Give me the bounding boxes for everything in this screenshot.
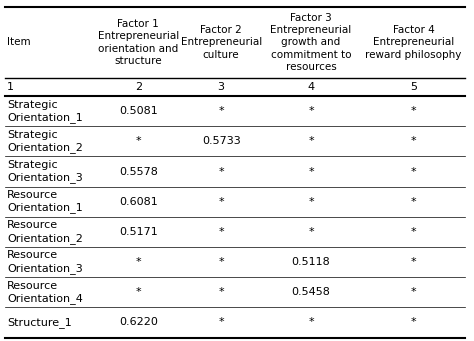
Text: *: * — [308, 197, 314, 207]
Text: 0.6220: 0.6220 — [119, 317, 158, 327]
Text: *: * — [219, 317, 224, 327]
Text: 3: 3 — [218, 82, 225, 92]
Text: *: * — [308, 227, 314, 237]
Text: 2: 2 — [135, 82, 142, 92]
Text: *: * — [410, 106, 416, 116]
Text: *: * — [410, 257, 416, 267]
Text: 5: 5 — [410, 82, 417, 92]
Text: *: * — [219, 167, 224, 177]
Text: 0.5578: 0.5578 — [119, 167, 158, 177]
Text: *: * — [308, 317, 314, 327]
Text: *: * — [136, 136, 141, 146]
Text: 4: 4 — [308, 82, 315, 92]
Text: Resource
Orientation_2: Resource Orientation_2 — [7, 220, 83, 243]
Text: 0.6081: 0.6081 — [119, 197, 158, 207]
Text: Factor 3
Entrepreneurial
growth and
commitment to
resources: Factor 3 Entrepreneurial growth and comm… — [270, 13, 352, 72]
Text: *: * — [410, 136, 416, 146]
Text: *: * — [136, 287, 141, 297]
Text: Factor 4
Entrepreneurial
reward philosophy: Factor 4 Entrepreneurial reward philosop… — [365, 25, 462, 60]
Text: Strategic
Orientation_3: Strategic Orientation_3 — [7, 160, 83, 183]
Text: *: * — [308, 167, 314, 177]
Text: 0.5081: 0.5081 — [119, 106, 158, 116]
Text: Resource
Orientation_3: Resource Orientation_3 — [7, 251, 83, 274]
Text: *: * — [308, 106, 314, 116]
Text: *: * — [219, 106, 224, 116]
Text: 0.5733: 0.5733 — [202, 136, 240, 146]
Text: Strategic
Orientation_2: Strategic Orientation_2 — [7, 130, 83, 153]
Text: Resource
Orientation_1: Resource Orientation_1 — [7, 190, 83, 213]
Text: Structure_1: Structure_1 — [7, 317, 72, 328]
Text: Strategic
Orientation_1: Strategic Orientation_1 — [7, 100, 83, 123]
Text: *: * — [219, 227, 224, 237]
Text: *: * — [410, 317, 416, 327]
Text: *: * — [410, 227, 416, 237]
Text: *: * — [410, 287, 416, 297]
Text: *: * — [219, 197, 224, 207]
Text: 0.5171: 0.5171 — [119, 227, 158, 237]
Text: *: * — [308, 136, 314, 146]
Text: Resource
Orientation_4: Resource Orientation_4 — [7, 281, 83, 304]
Text: Factor 2
Entrepreneurial
culture: Factor 2 Entrepreneurial culture — [181, 25, 262, 60]
Text: 0.5458: 0.5458 — [292, 287, 330, 297]
Text: *: * — [219, 287, 224, 297]
Text: Item: Item — [7, 38, 31, 47]
Text: 1: 1 — [7, 82, 14, 92]
Text: *: * — [219, 257, 224, 267]
Text: *: * — [136, 257, 141, 267]
Text: Factor 1
Entrepreneurial
orientation and
structure: Factor 1 Entrepreneurial orientation and… — [98, 19, 179, 66]
Text: 0.5118: 0.5118 — [292, 257, 330, 267]
Text: *: * — [410, 167, 416, 177]
Text: *: * — [410, 197, 416, 207]
